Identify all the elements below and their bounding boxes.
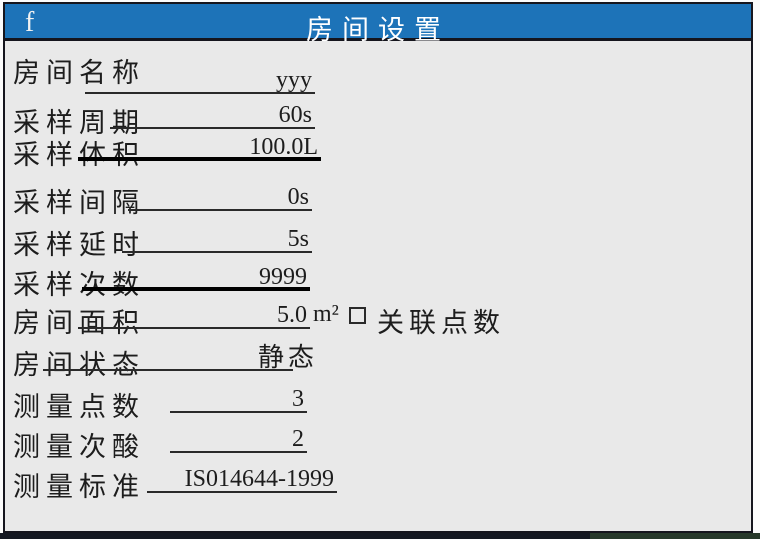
screen-bottom-edge [0,533,760,539]
sampling-count-label: 采样次数 [13,270,145,300]
room-status-value: 静态 [257,343,318,372]
sampling-count-field[interactable]: 9999 [82,262,310,291]
measure-points-label: 测量点数 [13,392,145,422]
titlebar: f 房间设置 [5,4,751,45]
associate-points-checkbox[interactable] [349,307,366,324]
measure-points-field[interactable]: 3 [170,384,307,413]
room-name-field[interactable]: yyy [85,65,315,94]
sampling-period-label: 采样周期 [13,108,145,138]
sampling-volume-field[interactable]: 100.0L [78,132,321,161]
sampling-volume-label: 采样体积 [13,140,145,170]
titlebar-corner-glyph: f [25,7,35,38]
measure-points-value: 3 [292,386,304,412]
measure-times-value: 2 [292,426,304,452]
room-settings-window: f 房间设置 房间名称 yyy 采样周期 60s 采样体积 100.0L 采样间… [3,2,753,533]
room-name-value: yyy [276,67,312,93]
sampling-interval-field[interactable]: 0s [128,182,312,211]
room-status-label: 房间状态 [13,350,145,380]
measure-times-label: 测量次酸 [13,432,145,462]
sampling-period-value: 60s [278,102,312,128]
measure-standard-field[interactable]: IS014644-1999 [147,464,337,493]
sampling-interval-label: 采样间隔 [13,188,145,218]
sampling-delay-field[interactable]: 5s [122,224,312,253]
page-title: 房间设置 [306,15,450,45]
room-name-label: 房间名称 [13,58,145,88]
room-status-field[interactable]: 静态 [43,342,314,372]
measure-times-field[interactable]: 2 [170,424,307,453]
sampling-volume-value: 100.0L [249,134,318,160]
sampling-delay-label: 采样延时 [13,230,145,260]
room-area-value: 5.0 [277,302,307,328]
sampling-period-field[interactable]: 60s [110,100,315,129]
measure-standard-label: 测量标准 [13,472,145,502]
sampling-interval-value: 0s [287,184,309,210]
measure-standard-value: IS014644-1999 [184,466,334,492]
settings-form: 房间名称 yyy 采样周期 60s 采样体积 100.0L 采样间隔 0s 采样… [5,41,751,531]
room-area-unit: m² [313,301,339,327]
room-area-field[interactable]: 5.0 [78,300,310,329]
sampling-delay-value: 5s [287,226,309,252]
room-area-label: 房间面积 [13,308,145,338]
associate-points-label: 关联点数 [377,308,505,338]
sampling-count-value: 9999 [259,264,307,290]
screen-bottom-edge-right [590,533,760,539]
